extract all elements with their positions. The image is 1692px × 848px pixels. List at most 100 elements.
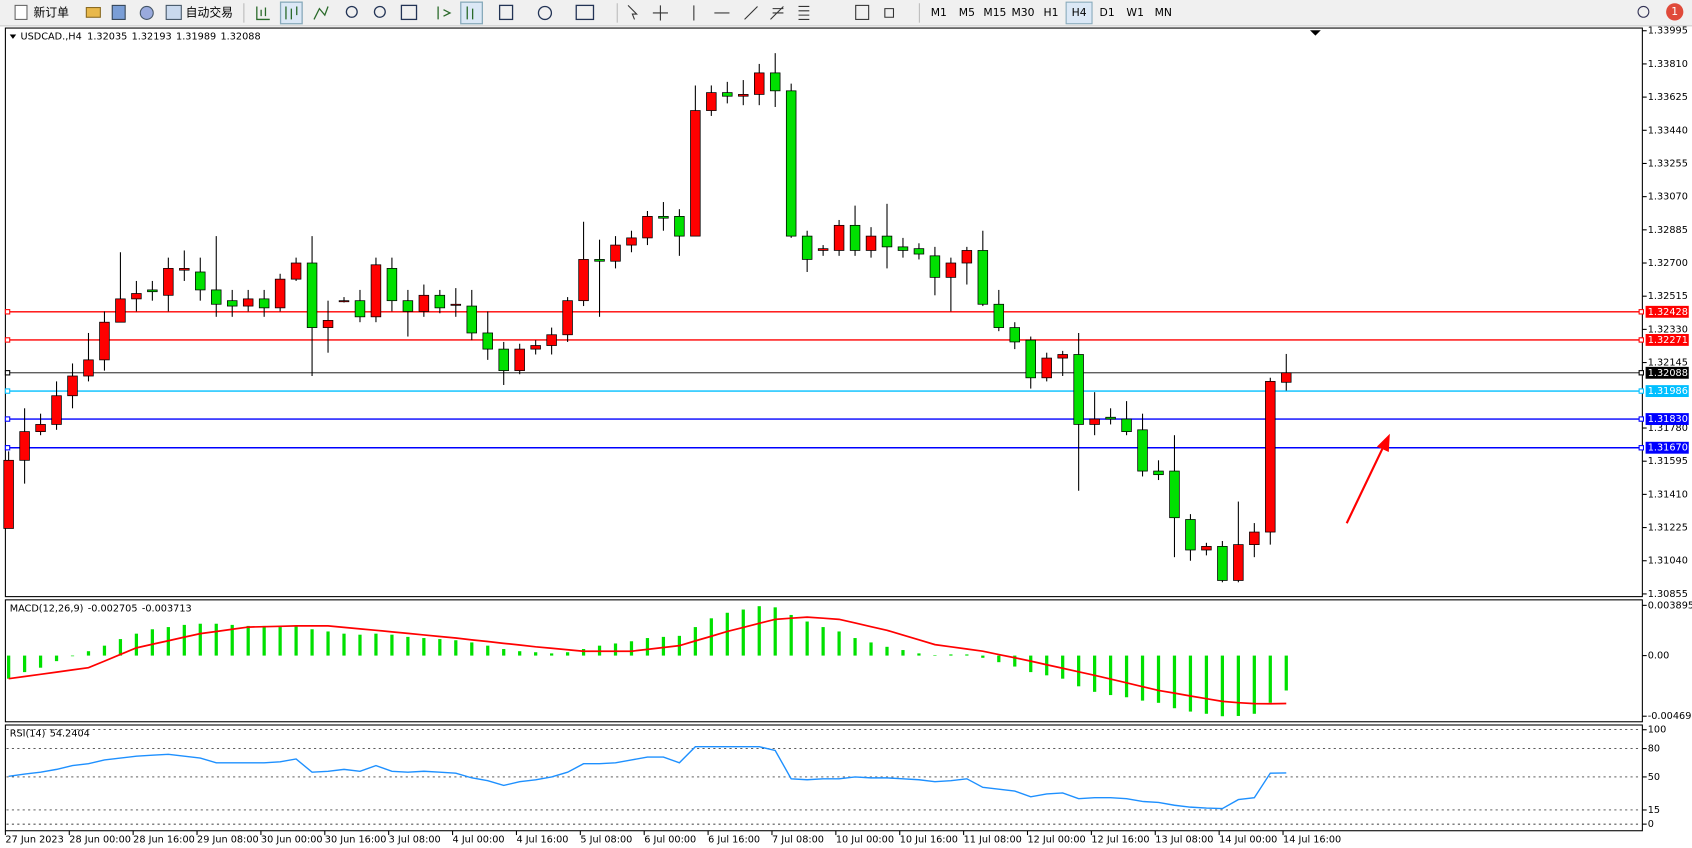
x-tick-label: 13 Jul 08:00 bbox=[1155, 834, 1213, 845]
candle-body bbox=[706, 92, 717, 111]
templates-button[interactable] bbox=[575, 4, 595, 21]
candle-body bbox=[578, 259, 589, 302]
rsi-line bbox=[8, 746, 1287, 810]
search-button[interactable] bbox=[1637, 5, 1650, 18]
y-tick-label: 80 bbox=[1648, 744, 1660, 755]
candle-body bbox=[19, 431, 30, 461]
macd-bar bbox=[422, 638, 426, 656]
trendline-button[interactable] bbox=[744, 6, 758, 20]
price-tag bbox=[1645, 413, 1689, 425]
channel-button[interactable] bbox=[770, 6, 784, 20]
macd-bar bbox=[262, 625, 266, 656]
active-timeframe bbox=[1065, 1, 1093, 25]
shapes-button[interactable] bbox=[884, 8, 895, 18]
x-tick-label: 28 Jun 00:00 bbox=[69, 834, 131, 845]
auto-trading-button[interactable]: 自动交易 bbox=[186, 5, 233, 19]
macd-bar bbox=[1077, 655, 1081, 687]
macd-signal-line bbox=[8, 616, 1287, 705]
candle-body bbox=[1121, 418, 1132, 432]
notification-badge[interactable] bbox=[1666, 3, 1684, 21]
autoscroll-button[interactable] bbox=[437, 6, 452, 20]
candle-body bbox=[849, 224, 861, 251]
timeframe-button[interactable]: H4 bbox=[1072, 6, 1087, 19]
candle-body bbox=[1169, 470, 1180, 519]
rsi-title: RSI(14) bbox=[10, 729, 46, 740]
level-handle bbox=[4, 445, 11, 451]
tool-icon[interactable] bbox=[111, 4, 126, 20]
macd-bar bbox=[757, 606, 761, 656]
macd-bar bbox=[1061, 655, 1065, 679]
level-handle bbox=[4, 388, 11, 394]
price-tag-label: 1.31986 bbox=[1648, 386, 1688, 397]
new-order-button[interactable]: 新订单 bbox=[33, 5, 69, 19]
candle-body bbox=[115, 298, 126, 323]
y-tick-label: 1.31410 bbox=[1648, 489, 1688, 500]
fibo-button[interactable] bbox=[798, 5, 810, 20]
macd-bar bbox=[837, 631, 841, 656]
price-tag-label: 1.31830 bbox=[1648, 414, 1688, 425]
y-tick-label: 1.32145 bbox=[1648, 358, 1688, 369]
macd-bar bbox=[214, 623, 218, 656]
y-tick-label: 1.32700 bbox=[1648, 258, 1688, 269]
chart-title: USDCAD.,H4 bbox=[21, 32, 82, 43]
candle-body bbox=[977, 250, 989, 305]
x-tick-label: 10 Jul 00:00 bbox=[836, 834, 894, 845]
macd-bar bbox=[550, 653, 554, 656]
timeframe-button[interactable]: M15 bbox=[983, 6, 1006, 19]
macd-bar bbox=[182, 624, 186, 656]
tool-icon[interactable] bbox=[139, 5, 154, 20]
macd-hist-value: -0.002705 bbox=[88, 603, 138, 614]
timeframe-button[interactable]: D1 bbox=[1100, 6, 1115, 19]
timeframe-button[interactable]: H1 bbox=[1044, 6, 1059, 19]
macd-bar bbox=[1188, 655, 1193, 712]
candle-body bbox=[258, 298, 270, 309]
timeframe-button[interactable]: M1 bbox=[931, 6, 947, 19]
candle-body bbox=[1201, 546, 1212, 551]
tile-button[interactable] bbox=[400, 4, 418, 21]
y-tick-label: 0.00 bbox=[1648, 651, 1670, 662]
tool-icon[interactable] bbox=[85, 7, 101, 18]
y-tick-label: 1.31225 bbox=[1648, 523, 1688, 534]
crosshair-button[interactable] bbox=[652, 5, 668, 21]
candle-body bbox=[785, 90, 797, 237]
zoom-in-button[interactable] bbox=[345, 5, 358, 18]
chart-header: USDCAD.,H4 1.32035 1.32193 1.31989 1.32088 bbox=[21, 32, 261, 43]
auto-trading-icon[interactable] bbox=[165, 4, 182, 20]
candle-body bbox=[386, 268, 398, 302]
drawing-tools bbox=[627, 4, 895, 21]
candle-body bbox=[195, 271, 206, 291]
shift-button[interactable] bbox=[460, 1, 483, 25]
indicators-button[interactable] bbox=[498, 4, 514, 21]
symbol-menu-arrow[interactable] bbox=[9, 34, 17, 39]
level-handle bbox=[4, 370, 11, 376]
candle-body bbox=[722, 92, 733, 97]
candle-body bbox=[147, 289, 158, 293]
rsi-header: RSI(14) 54.2404 bbox=[10, 729, 90, 740]
y-tick-label: 1.32885 bbox=[1648, 225, 1688, 236]
y-tick-label: 1.30855 bbox=[1648, 589, 1688, 600]
zoom-out-button[interactable] bbox=[373, 5, 386, 18]
label-button[interactable] bbox=[855, 4, 870, 20]
cursor-button[interactable] bbox=[627, 5, 638, 20]
y-tick-label: 15 bbox=[1648, 805, 1660, 816]
candle-body bbox=[817, 248, 829, 251]
new-order-icon[interactable] bbox=[14, 4, 28, 20]
timeframe-button[interactable]: M30 bbox=[1011, 6, 1034, 19]
chart-layer: 1.33995 1.33810 1.33625 1.33440 1.33255 1.330… bbox=[3, 26, 1692, 845]
annotation-arrow bbox=[1345, 433, 1390, 524]
periods-button[interactable] bbox=[537, 5, 553, 21]
price-tag-label: 1.32088 bbox=[1648, 368, 1688, 379]
timeframe-button[interactable]: M5 bbox=[959, 6, 975, 19]
timeframe-button[interactable]: MN bbox=[1155, 6, 1172, 19]
candle-body bbox=[322, 320, 334, 328]
y-tick-label: 1.32515 bbox=[1648, 291, 1688, 302]
x-tick-label: 14 Jul 16:00 bbox=[1283, 834, 1341, 845]
timeframe-button[interactable]: W1 bbox=[1126, 6, 1144, 19]
line-chart-button[interactable] bbox=[313, 6, 329, 20]
price-tag-label: 1.31670 bbox=[1648, 443, 1688, 454]
candle-body bbox=[99, 321, 110, 361]
level-handle bbox=[4, 309, 11, 315]
candle-body bbox=[690, 110, 701, 237]
bar-chart-button[interactable] bbox=[256, 6, 270, 21]
y-tick-label: 1.33810 bbox=[1648, 59, 1688, 70]
